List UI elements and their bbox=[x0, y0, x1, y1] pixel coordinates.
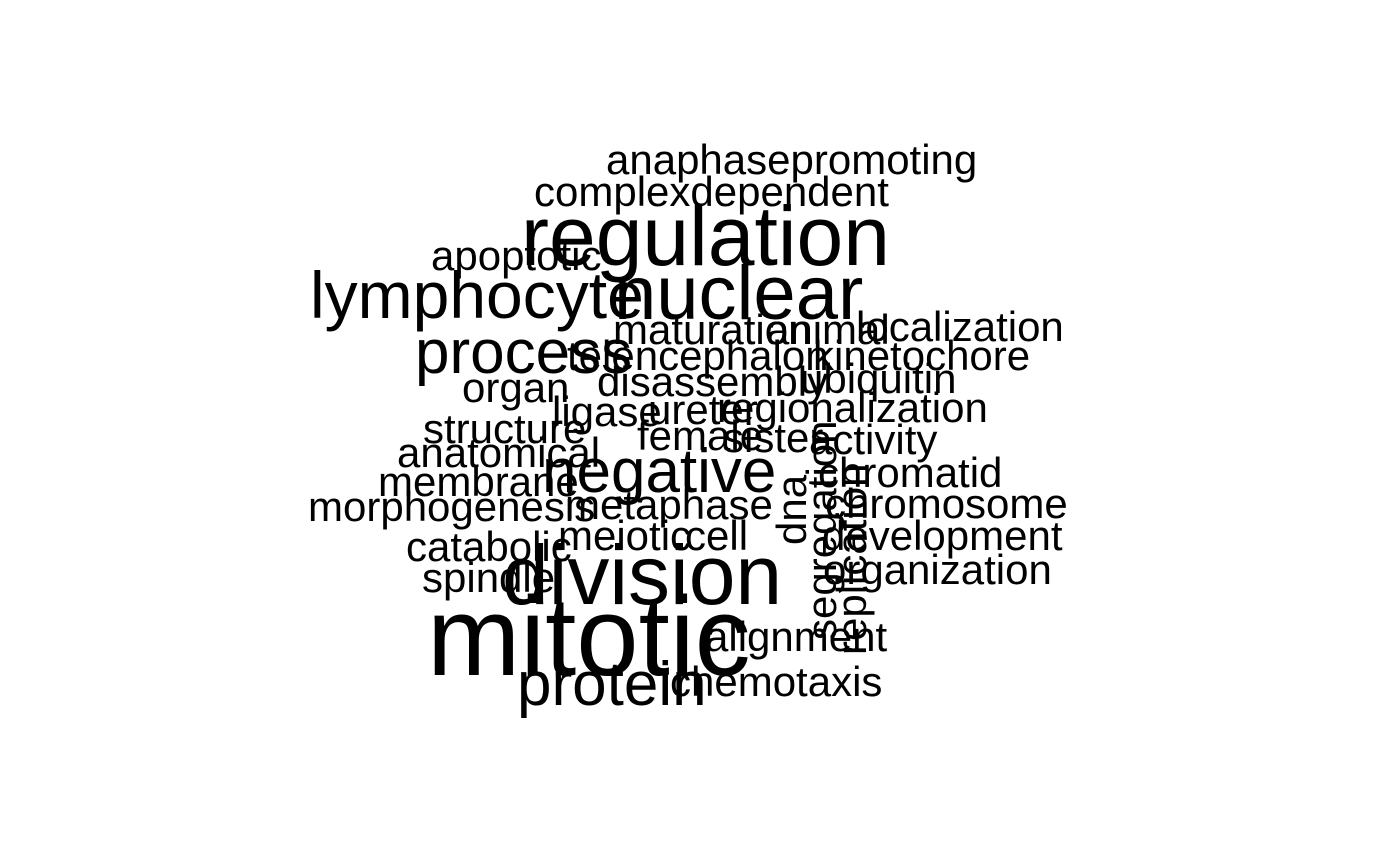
word-metaphase: metaphase bbox=[565, 481, 773, 528]
word-organ: organ bbox=[462, 364, 569, 411]
word-spindle: spindle bbox=[422, 554, 555, 601]
word-division: division bbox=[502, 528, 782, 622]
word-regulation: regulation bbox=[521, 189, 890, 283]
word-catabolic: catabolic bbox=[406, 523, 572, 570]
word-ligase: ligase bbox=[552, 388, 662, 435]
word-protein: protein bbox=[517, 650, 707, 719]
word-morphogenesis: morphogenesis bbox=[308, 483, 595, 530]
word-anatomical: anatomical bbox=[397, 429, 600, 476]
word-animal: animal bbox=[766, 306, 890, 353]
word-dna: dna bbox=[768, 474, 815, 545]
word-anaphasepromoting: anaphasepromoting bbox=[606, 136, 977, 183]
word-localization: localization bbox=[856, 303, 1064, 350]
word-alignment: alignment bbox=[705, 613, 887, 660]
word-development: development bbox=[822, 512, 1063, 559]
word-apoptotic: apoptotic bbox=[431, 232, 601, 279]
word-chromosome: chromosome bbox=[825, 480, 1068, 527]
word-ubiquitin: ubiquitin bbox=[800, 355, 956, 402]
word-complexdependent: complexdependent bbox=[534, 168, 889, 215]
word-negative: negative bbox=[542, 437, 776, 506]
word-process: process bbox=[415, 318, 632, 387]
word-disassembly: disassembly bbox=[597, 358, 828, 405]
word-nuclear: nuclear bbox=[614, 251, 863, 336]
word-activity: activity bbox=[809, 416, 937, 463]
word-female: female bbox=[637, 412, 763, 459]
word-replication: replication bbox=[828, 464, 875, 655]
word-mitotic: mitotic bbox=[427, 574, 751, 699]
word-segregation: segregation bbox=[798, 421, 845, 641]
word-meiotic: meiotic bbox=[558, 512, 691, 559]
word-kinetochore: kinetochore bbox=[813, 332, 1030, 379]
word-maturation: maturation bbox=[613, 306, 811, 353]
word-chemotaxis: chemotaxis bbox=[670, 658, 882, 705]
word-regionalization: regionalization bbox=[717, 384, 988, 431]
word-structure: structure bbox=[423, 405, 586, 452]
word-sister: sister bbox=[723, 414, 823, 461]
word-telencephalon: telencephalon bbox=[567, 332, 829, 379]
word-cell: cell bbox=[685, 512, 748, 559]
word-membrane: membrane bbox=[378, 458, 579, 505]
word-lymphocyte: lymphocyte bbox=[310, 258, 644, 332]
word-organization: organization bbox=[823, 546, 1052, 593]
word-ureter: ureter bbox=[648, 386, 758, 433]
word-chromatid: chromatid bbox=[818, 449, 1002, 496]
